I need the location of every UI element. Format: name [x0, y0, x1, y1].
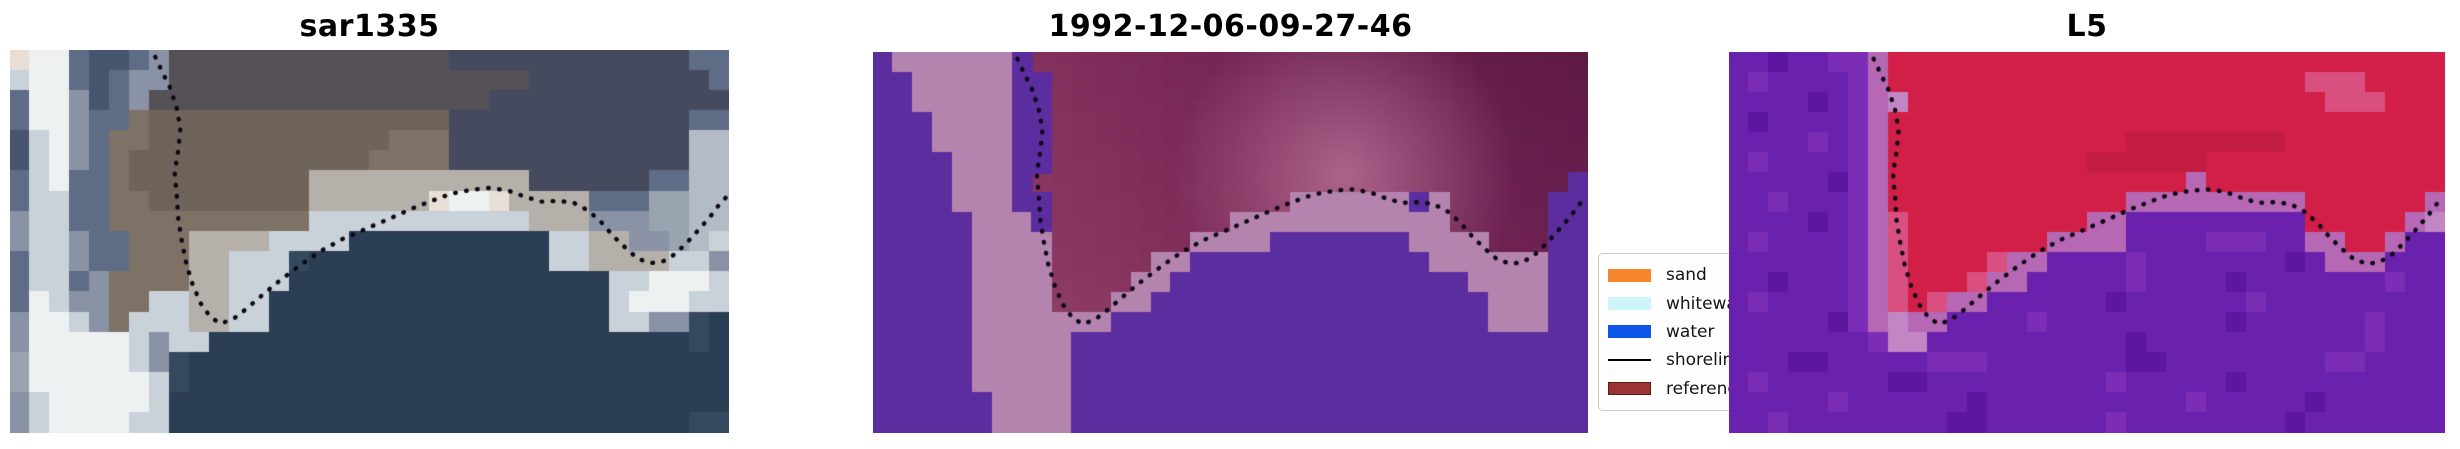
panel1-image	[10, 50, 729, 433]
panel2-raster	[873, 52, 1588, 433]
legend-entry-sand: sand	[1608, 261, 1812, 289]
legend-patch-swatch	[1608, 325, 1651, 339]
panel2-title: 1992-12-06-09-27-46	[1048, 9, 1413, 44]
panel3-title: L5	[2066, 9, 2108, 44]
legend-patch-swatch	[1608, 268, 1651, 282]
panel3-image	[1729, 52, 2445, 433]
legend-patch-swatch	[1608, 382, 1651, 396]
legend-entry-shoreline: shoreline	[1608, 346, 1812, 374]
legend-entry-reference: reference	[1608, 375, 1812, 403]
legend-label: sand	[1666, 265, 1707, 286]
panel1-raster	[10, 50, 729, 433]
legend-label: shoreline	[1666, 350, 1744, 371]
legend-patch-swatch	[1608, 297, 1651, 311]
legend-label: water	[1666, 321, 1715, 342]
panel2-image	[873, 52, 1588, 433]
panel3-raster	[1729, 52, 2445, 433]
panel1-title: sar1335	[299, 9, 440, 44]
legend-line-swatch	[1608, 359, 1651, 362]
legend-label: reference	[1666, 378, 1748, 399]
legend-entry-water: water	[1608, 318, 1812, 346]
